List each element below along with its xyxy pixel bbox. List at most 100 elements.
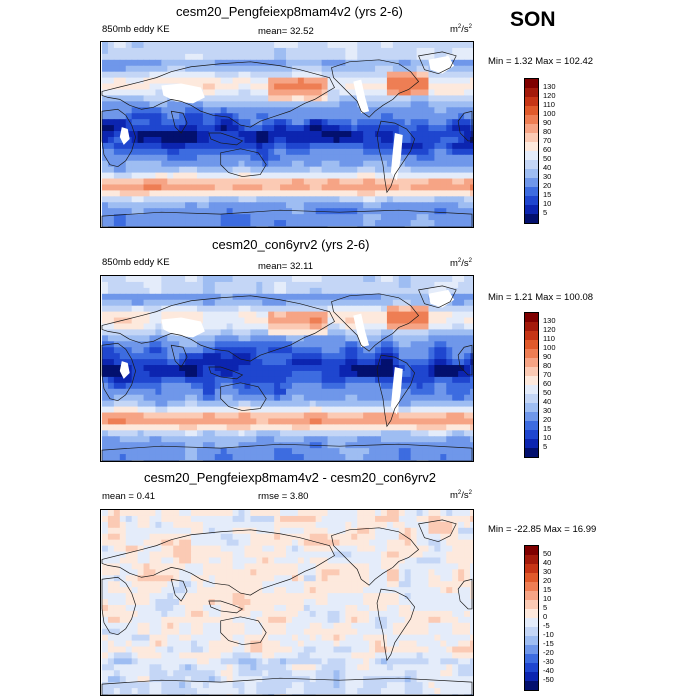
- colorbar-swatch: [525, 645, 538, 654]
- missing-data-region: [353, 313, 370, 348]
- colorbar-tick-label: -50: [543, 675, 554, 684]
- coastline: [101, 529, 335, 596]
- colorbar-swatch: [525, 600, 538, 609]
- colorbar-tick-label: 90: [543, 352, 552, 361]
- colorbar-swatch: [525, 79, 538, 88]
- colorbar-tick-label: 70: [543, 370, 552, 379]
- panel-3-units: m2/s2: [450, 490, 472, 502]
- panel-1-variable-label: 850mb eddy KE: [102, 24, 170, 35]
- colorbar-tick-label: 60: [543, 379, 552, 388]
- panel-1-colorbar: [524, 78, 539, 224]
- colorbar-swatch: [525, 331, 538, 340]
- colorbar-swatch: [525, 358, 538, 367]
- panel-1-map: [100, 41, 474, 228]
- coastline: [101, 342, 136, 402]
- colorbar-swatch: [525, 115, 538, 124]
- coastline: [376, 588, 416, 662]
- coastline: [457, 344, 473, 376]
- colorbar-swatch: [525, 681, 538, 690]
- colorbar-tick-label: 20: [543, 181, 552, 190]
- coastline: [418, 285, 457, 309]
- colorbar-swatch: [525, 421, 538, 430]
- coastline: [208, 132, 244, 146]
- colorbar-swatch: [525, 564, 538, 573]
- panel-3-minmax: Min = -22.85 Max = 16.99: [488, 524, 597, 535]
- colorbar-swatch: [525, 124, 538, 133]
- missing-data-region: [161, 317, 205, 338]
- coastline: [457, 578, 473, 610]
- colorbar-swatch: [525, 591, 538, 600]
- colorbar-swatch: [525, 439, 538, 448]
- colorbar-swatch: [525, 555, 538, 564]
- coastline: [331, 59, 420, 118]
- coastline: [101, 576, 136, 636]
- colorbar-tick-label: 5: [543, 442, 548, 451]
- panel-2-title: cesm20_con6yrv2 (yrs 2-6): [212, 237, 370, 252]
- colorbar-tick-label: 120: [543, 325, 556, 334]
- colorbar-tick-label: 30: [543, 406, 552, 415]
- panel-1-title: cesm20_Pengfeiexp8mam4v2 (yrs 2-6): [176, 4, 403, 19]
- coastline: [220, 616, 267, 645]
- colorbar-tick-label: 120: [543, 91, 556, 100]
- colorbar-tick-label: 70: [543, 136, 552, 145]
- colorbar-tick-label: 110: [543, 100, 555, 109]
- colorbar-swatch: [525, 97, 538, 106]
- colorbar-swatch: [525, 394, 538, 403]
- coastline: [208, 366, 244, 380]
- coastline: [101, 443, 473, 461]
- colorbar-swatch: [525, 160, 538, 169]
- colorbar-tick-label: 10: [543, 433, 552, 442]
- colorbar-swatch: [525, 322, 538, 331]
- missing-data-region: [119, 361, 130, 379]
- colorbar-swatch: [525, 627, 538, 636]
- colorbar-tick-label: 20: [543, 415, 552, 424]
- coastline: [457, 110, 473, 142]
- colorbar-swatch: [525, 151, 538, 160]
- colorbar-swatch: [525, 582, 538, 591]
- colorbar-swatch: [525, 376, 538, 385]
- colorbar-swatch: [525, 313, 538, 322]
- coastline: [101, 108, 136, 168]
- colorbar-tick-label: -15: [543, 639, 554, 648]
- panel-2-mean-label: mean= 32.11: [258, 261, 314, 272]
- colorbar-tick-label: 10: [543, 594, 552, 603]
- field-cells: [102, 42, 473, 227]
- coastline: [170, 578, 188, 602]
- coastline: [376, 354, 416, 428]
- colorbar-swatch: [525, 609, 538, 618]
- colorbar-tick-label: 60: [543, 145, 552, 154]
- colorbar-swatch: [525, 663, 538, 672]
- colorbar-tick-label: 5: [543, 208, 548, 217]
- panel-3-title: cesm20_Pengfeiexp8mam4v2 - cesm20_con6yr…: [144, 470, 436, 485]
- coastline: [376, 120, 416, 194]
- colorbar-swatch: [525, 448, 538, 457]
- coastline: [331, 527, 420, 586]
- colorbar-swatch: [525, 403, 538, 412]
- colorbar-swatch: [525, 142, 538, 151]
- coastline: [170, 110, 188, 134]
- colorbar-swatch: [525, 88, 538, 97]
- colorbar-tick-label: 30: [543, 172, 552, 181]
- colorbar-swatch: [525, 205, 538, 214]
- colorbar-tick-label: 0: [543, 612, 548, 621]
- colorbar-swatch: [525, 412, 538, 421]
- colorbar-tick-label: 130: [543, 82, 556, 91]
- field-cells: [102, 510, 473, 695]
- colorbar-tick-label: 100: [543, 109, 556, 118]
- colorbar-tick-label: 30: [543, 567, 552, 576]
- coastline: [101, 295, 335, 362]
- missing-data-region: [161, 83, 205, 104]
- colorbar-swatch: [525, 367, 538, 376]
- panel-2-minmax: Min = 1.21 Max = 100.08: [488, 292, 594, 303]
- coastline: [208, 600, 244, 614]
- coastline: [331, 293, 420, 352]
- colorbar-tick-label: 10: [543, 199, 552, 208]
- colorbar-tick-label: 40: [543, 558, 552, 567]
- coastline: [418, 519, 457, 543]
- colorbar-tick-label: -10: [543, 630, 554, 639]
- missing-data-region: [390, 367, 403, 415]
- season-label: SON: [510, 8, 556, 31]
- colorbar-swatch: [525, 618, 538, 627]
- colorbar-tick-label: 50: [543, 388, 552, 397]
- colorbar-swatch: [525, 106, 538, 115]
